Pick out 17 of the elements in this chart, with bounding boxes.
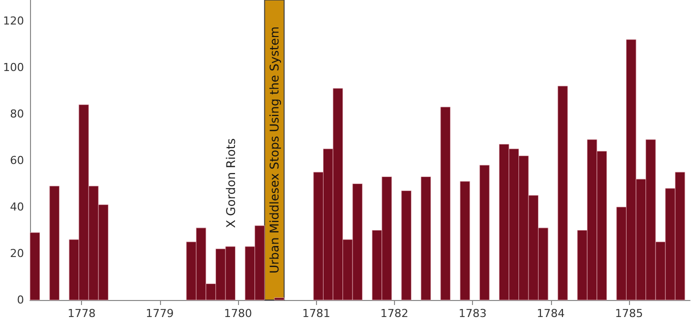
band-label: Urban Middlesex Stops Using the System	[267, 26, 282, 274]
x-tick-label: 1785	[615, 307, 644, 320]
x-tick-label: 1780	[224, 307, 252, 320]
x-tick-label: 1779	[146, 307, 174, 320]
y-tick-label: 120	[3, 14, 24, 28]
annotation: X Gordon Riots	[224, 138, 238, 228]
y-tick-label: 100	[3, 60, 24, 74]
y-tick-label: 20	[10, 246, 24, 260]
y-tick-label: 0	[17, 294, 24, 306]
x-tick-label: 1781	[302, 307, 330, 320]
y-tick-label: 60	[10, 154, 24, 167]
y-tick-label: 40	[10, 200, 24, 214]
x-tick-label: 1783	[458, 307, 487, 320]
x-tick-label: 1778	[68, 307, 96, 320]
y-tick-label: 80	[10, 107, 24, 120]
x-tick-label: 1782	[380, 307, 408, 320]
x-tick-label: 1784	[536, 307, 565, 320]
